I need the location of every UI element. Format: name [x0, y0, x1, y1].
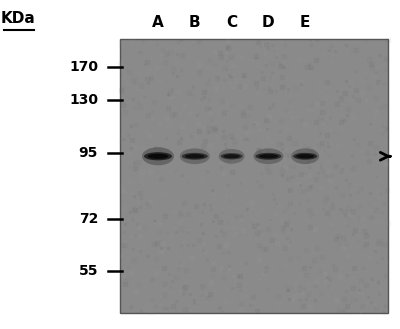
Ellipse shape — [185, 154, 204, 159]
Ellipse shape — [259, 154, 278, 159]
Ellipse shape — [142, 147, 174, 165]
Text: 170: 170 — [69, 61, 98, 74]
Ellipse shape — [256, 153, 282, 160]
Ellipse shape — [223, 154, 240, 158]
Text: 95: 95 — [79, 146, 98, 160]
Text: A: A — [152, 14, 164, 30]
Ellipse shape — [182, 153, 208, 160]
Ellipse shape — [254, 148, 284, 164]
Ellipse shape — [296, 154, 314, 159]
Text: E: E — [300, 14, 310, 30]
Text: 130: 130 — [69, 93, 98, 107]
Ellipse shape — [291, 148, 319, 164]
Ellipse shape — [144, 152, 172, 160]
Ellipse shape — [180, 148, 210, 164]
Text: D: D — [262, 14, 275, 30]
Text: 72: 72 — [79, 212, 98, 226]
Text: KDa: KDa — [1, 11, 35, 26]
Text: 55: 55 — [78, 265, 98, 278]
Text: C: C — [226, 14, 237, 30]
Ellipse shape — [293, 153, 317, 160]
Ellipse shape — [218, 149, 245, 164]
Text: B: B — [189, 14, 201, 30]
Ellipse shape — [221, 153, 242, 160]
Ellipse shape — [148, 154, 168, 159]
FancyBboxPatch shape — [120, 39, 388, 313]
